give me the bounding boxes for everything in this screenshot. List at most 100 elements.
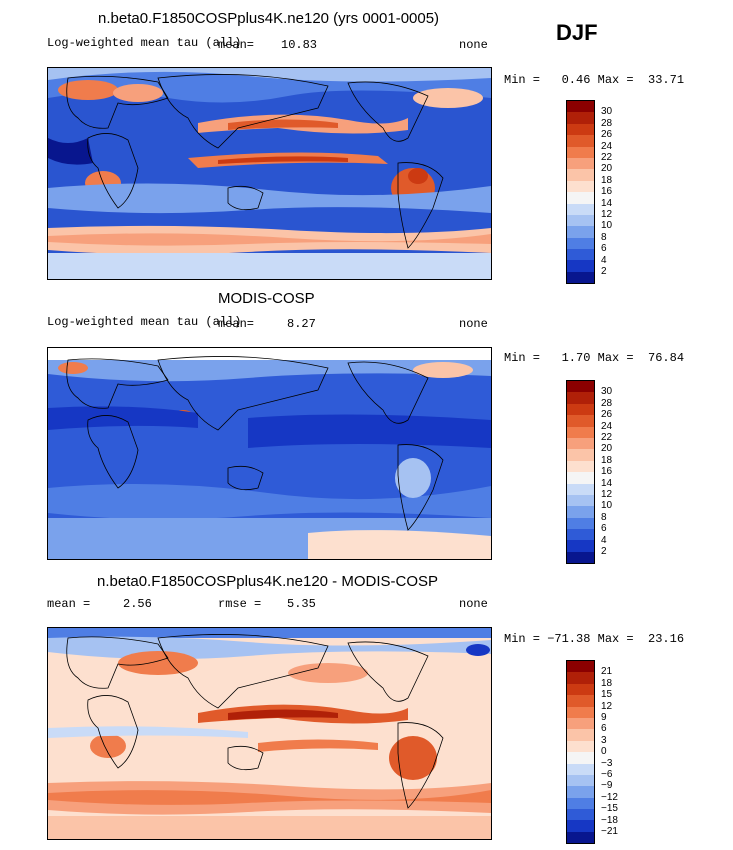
panel-2-colorbar-swatch [567, 483, 594, 495]
panel-2-units: none [459, 317, 488, 331]
panel-2-map [47, 347, 492, 560]
panel-3-colorbar-tick: −3 [601, 757, 613, 769]
panel-1-colorbar-tick: 6 [601, 243, 607, 255]
panel-3-colorbar-tick: 12 [601, 700, 613, 712]
panel-1-colorbar-swatch [567, 237, 594, 250]
panel-3-colorbar-tick: −18 [601, 814, 618, 826]
panel-3-colorbar-tick: −15 [601, 803, 618, 815]
panel-2-minmax: Min = 1.70 Max = 76.84 [504, 351, 685, 365]
panel-1-colorbar-tick: 10 [601, 220, 613, 232]
panel-2-colorbar-swatch [567, 529, 594, 541]
panel-2-colorbar [566, 380, 595, 565]
panel-3-colorbar-swatch [567, 717, 594, 730]
panel-2-colorbar-swatch [567, 415, 594, 427]
panel-2-colorbar-swatch [567, 506, 594, 518]
panel-3-colorbar-tick: 9 [601, 712, 607, 723]
panel-2-colorbar-swatch [567, 517, 594, 530]
panel-3-mean-label: mean = [47, 597, 91, 611]
panel-1-colorbar-tick: 12 [601, 209, 613, 220]
panel-1-colorbar-swatch [567, 203, 594, 215]
panel-1-colorbar-swatch [567, 157, 594, 170]
panel-3-colorbar-swatch [567, 786, 594, 798]
panel-3-colorbar-swatch [567, 820, 594, 832]
panel-2-colorbar-swatch [567, 460, 594, 473]
panel-1-colorbar-tick: 4 [601, 254, 607, 266]
panel-2-colorbar-tick: 28 [601, 397, 613, 409]
panel-3-colorbar [566, 660, 595, 845]
panel-3-colorbar-swatch [567, 774, 594, 787]
panel-3-colorbar-tick: −6 [601, 769, 613, 780]
panel-2-variable-label: Log-weighted mean tau (all) [47, 315, 242, 329]
panel-3-colorbar-tick: 6 [601, 723, 607, 735]
panel-2-colorbar-tick: 10 [601, 500, 613, 512]
panel-1-colorbar-swatch [567, 135, 594, 147]
panel-1-colorbar-tick: 18 [601, 174, 613, 186]
panel-3-colorbar-swatch [567, 706, 594, 718]
panel-1-colorbar-swatch [567, 123, 594, 136]
panel-3-colorbar-tick: 3 [601, 734, 607, 746]
panel-1-colorbar-tick: 2 [601, 266, 607, 277]
panel-1-colorbar-swatch [567, 101, 594, 113]
panel-2-colorbar-swatch [567, 472, 594, 484]
panel-1-colorbar-swatch [567, 226, 594, 238]
panel-1-colorbar-swatch [567, 112, 594, 124]
panel-3-minmax: Min = −71.38 Max = 23.16 [504, 632, 685, 646]
panel-1-variable-label: Log-weighted mean tau (all) [47, 36, 242, 50]
panel-1-colorbar-tick: 30 [601, 106, 613, 118]
panel-3-colorbar-swatch [567, 729, 594, 741]
panel-1-colorbar-swatch [567, 214, 594, 227]
panel-3-mean-value: 2.56 [123, 597, 152, 611]
panel-3-colorbar-tick: −9 [601, 780, 613, 792]
panel-3-colorbar-tick: −12 [601, 791, 618, 803]
panel-1-colorbar-swatch [567, 146, 594, 158]
panel-3-colorbar-swatch [567, 695, 594, 707]
panel-1-mean-value: 10.83 [281, 38, 318, 52]
panel-2-colorbar-tick: 14 [601, 477, 613, 489]
panel-1-colorbar-swatch [567, 180, 594, 193]
panel-2-colorbar-tick: 16 [601, 466, 613, 478]
panel-1-colorbar [566, 100, 595, 285]
panel-1-colorbar-swatch [567, 249, 594, 261]
panel-3-map-svg [48, 628, 491, 839]
panel-2-colorbar-tick: 18 [601, 454, 613, 466]
panel-2-map-svg [48, 348, 491, 559]
panel-3-colorbar-tick: 18 [601, 677, 613, 689]
panel-3-rmse-value: 5.35 [287, 597, 316, 611]
panel-1-colorbar-swatch [567, 271, 594, 284]
panel-2-colorbar-tick: 8 [601, 511, 607, 523]
panel-1-colorbar-tick: 24 [601, 140, 613, 152]
panel-2-title: MODIS-COSP [218, 290, 315, 307]
season-label: DJF [556, 20, 598, 45]
panel-1-colorbar-tick: 26 [601, 129, 613, 141]
panel-2-colorbar-tick: 2 [601, 546, 607, 557]
panel-2-mean-value: 8.27 [287, 317, 316, 331]
panel-3-colorbar-swatch [567, 752, 594, 764]
panel-2-colorbar-swatch [567, 392, 594, 404]
panel-1-colorbar-tick: 28 [601, 117, 613, 129]
panel-1-title: n.beta0.F1850COSPplus4K.ne120 (yrs 0001-… [98, 10, 440, 27]
panel-3-colorbar-tick: 15 [601, 689, 613, 701]
panel-2-colorbar-tick: 24 [601, 420, 613, 432]
panel-1-colorbar-tick: 16 [601, 186, 613, 198]
panel-1-colorbar-swatch [567, 192, 594, 204]
panel-2-colorbar-swatch [567, 381, 594, 393]
panel-1-colorbar-tick: 20 [601, 163, 613, 175]
panel-2-colorbar-tick: 12 [601, 489, 613, 500]
panel-2-colorbar-tick: 22 [601, 432, 613, 443]
panel-2-colorbar-tick: 20 [601, 443, 613, 455]
panel-2-colorbar-swatch [567, 437, 594, 450]
panel-3-colorbar-swatch [567, 683, 594, 696]
panel-2-colorbar-swatch [567, 426, 594, 438]
panel-1-mean-label: mean= [218, 38, 255, 52]
panel-2-colorbar-swatch [567, 403, 594, 416]
panel-2-colorbar-tick: 6 [601, 523, 607, 535]
panel-3-colorbar-swatch [567, 809, 594, 821]
panel-1-colorbar-tick: 8 [601, 231, 607, 243]
panel-1-colorbar-swatch [567, 169, 594, 181]
panel-3-colorbar-swatch [567, 672, 594, 684]
panel-3-colorbar-tick: 0 [601, 746, 607, 758]
panel-3-colorbar-swatch [567, 740, 594, 753]
panel-2-colorbar-tick: 26 [601, 409, 613, 421]
panel-3-colorbar-tick: −21 [601, 826, 618, 837]
panel-2-colorbar-tick: 30 [601, 386, 613, 398]
